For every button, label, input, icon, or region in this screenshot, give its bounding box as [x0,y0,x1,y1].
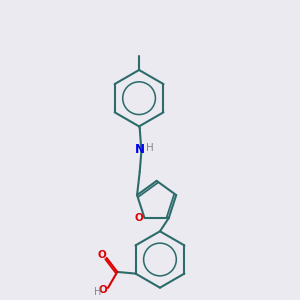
Text: O: O [98,250,106,260]
Text: O: O [99,284,108,295]
Text: O: O [134,213,143,223]
Text: N: N [135,143,145,156]
Text: H: H [94,287,101,297]
Text: H: H [146,143,154,153]
